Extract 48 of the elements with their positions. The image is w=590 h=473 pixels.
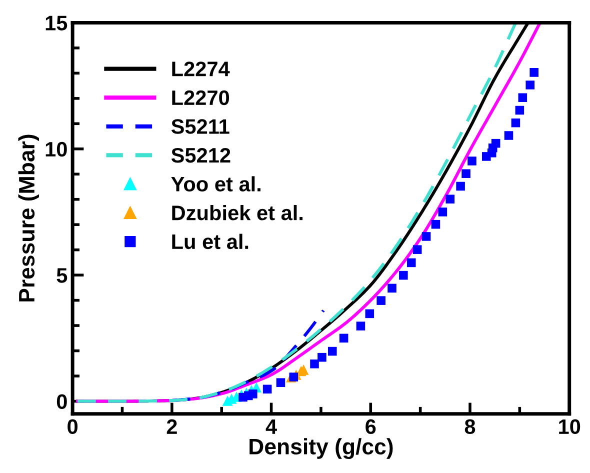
y-tick-label: 10 xyxy=(46,142,67,157)
point xyxy=(431,220,440,229)
point xyxy=(462,169,470,178)
point xyxy=(526,80,534,90)
point xyxy=(328,346,337,356)
point xyxy=(310,360,319,368)
point xyxy=(365,309,374,318)
y-tick-label: 15 xyxy=(46,16,68,30)
x-tick-label: 0 xyxy=(68,419,78,434)
point xyxy=(511,118,520,128)
legend-label: S5212 xyxy=(171,148,230,163)
legend-label: Lu et al. xyxy=(172,234,248,250)
point xyxy=(491,138,500,148)
point xyxy=(406,258,416,268)
point xyxy=(530,68,538,77)
point xyxy=(356,322,366,330)
legend-label: L2274 xyxy=(172,62,230,76)
x-tick-label: 6 xyxy=(366,419,376,434)
legend-label: Dzubiek et al. xyxy=(172,204,303,220)
point xyxy=(388,284,396,293)
legend-label: L2270 xyxy=(172,90,230,106)
point xyxy=(376,296,386,305)
point xyxy=(399,270,408,280)
point xyxy=(468,156,476,166)
x-tick-label: 2 xyxy=(166,419,177,434)
point xyxy=(422,232,431,241)
legend-label: S5211 xyxy=(171,119,230,134)
point xyxy=(262,384,272,394)
legend-label: Yoo et al. xyxy=(171,176,260,192)
point xyxy=(289,372,298,382)
x-tick-label: 4 xyxy=(266,420,277,434)
point xyxy=(446,194,455,204)
point xyxy=(248,390,258,398)
x-tick-label: 10 xyxy=(559,419,580,434)
y-axis-title: Pressure (Mbar) xyxy=(18,134,39,302)
y-tick-label: 5 xyxy=(56,268,68,283)
point xyxy=(504,131,514,140)
point xyxy=(456,182,465,191)
point xyxy=(438,208,448,216)
x-axis-title: Density (g/cc) xyxy=(250,438,393,459)
x-tick-label: 8 xyxy=(464,419,476,434)
point xyxy=(339,334,348,343)
point xyxy=(518,93,528,102)
point xyxy=(412,245,422,254)
point xyxy=(276,378,286,387)
y-tick-label: 0 xyxy=(56,394,67,410)
point xyxy=(318,352,326,362)
point xyxy=(515,106,524,115)
